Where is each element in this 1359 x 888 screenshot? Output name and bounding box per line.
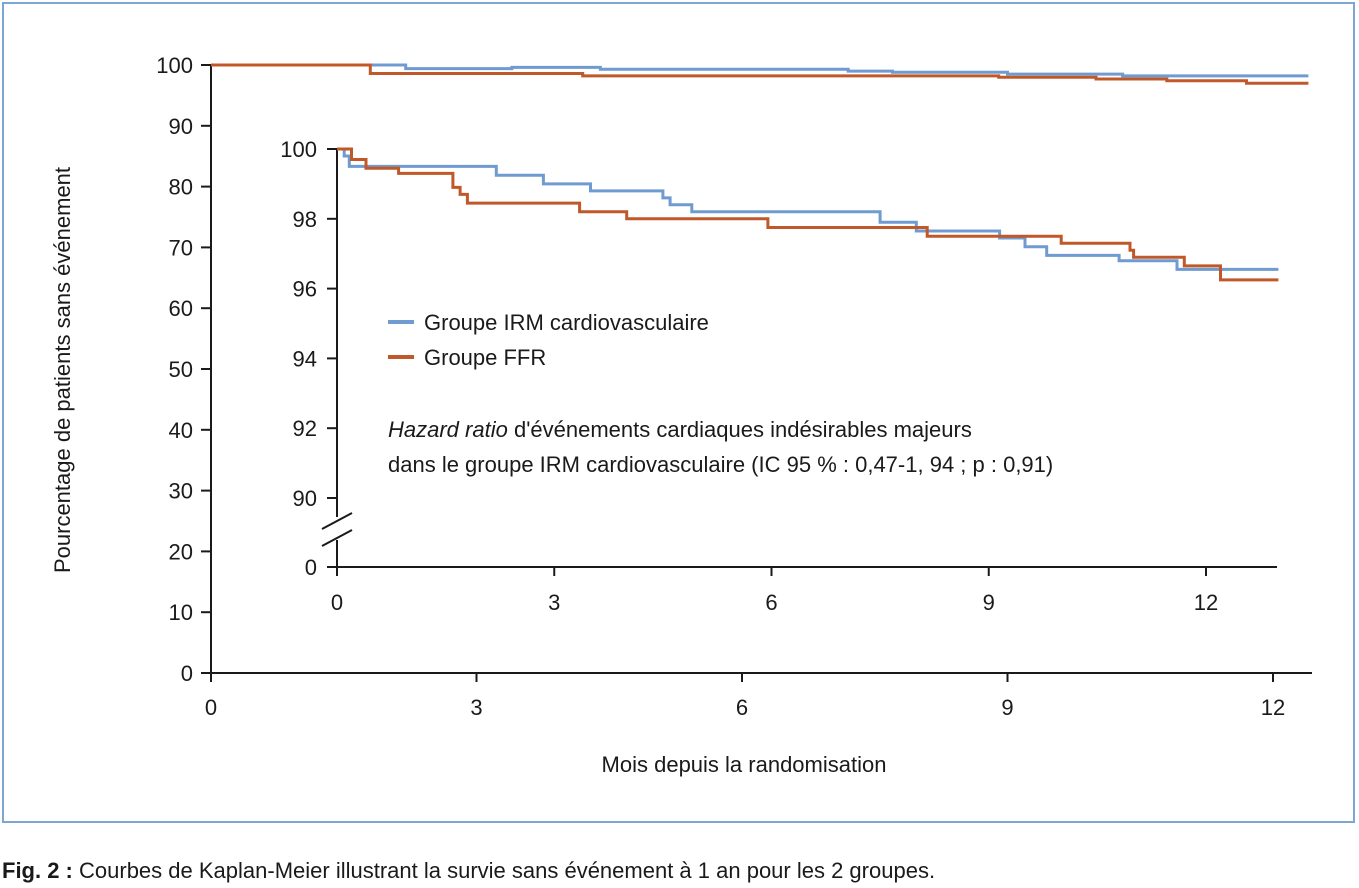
annotation-italic: Hazard ratio — [388, 417, 508, 442]
main-y-tick-label: 100 — [156, 53, 193, 78]
inset-y-tick-label: 96 — [293, 277, 317, 302]
inset-y-tick-label: 98 — [293, 207, 317, 232]
main-x-tick-label: 12 — [1261, 695, 1285, 720]
legend-label-ffr: Groupe FFR — [424, 345, 546, 370]
inset-x-tick-label: 12 — [1194, 590, 1218, 615]
main-x-tick-label: 9 — [1001, 695, 1013, 720]
caption-text: Courbes de Kaplan-Meier illustrant la su… — [79, 858, 936, 883]
inset-x-tick-label: 0 — [331, 590, 343, 615]
inset-y-tick-label: 94 — [293, 346, 317, 371]
main-series-irm — [211, 63, 1309, 78]
annotation-line-1: Hazard ratio d'événements cardiaques ind… — [388, 417, 972, 442]
main-y-tick-label: 60 — [169, 296, 193, 321]
figure-frame — [2, 2, 1355, 823]
annotation-line-2: dans le groupe IRM cardiovasculaire (IC … — [388, 452, 1053, 477]
main-y-tick-label: 50 — [169, 357, 193, 382]
inset-x-tick-label: 6 — [765, 590, 777, 615]
caption-label: Fig. 2 : — [2, 858, 73, 883]
main-y-tick-label: 10 — [169, 600, 193, 625]
legend-label-irm: Groupe IRM cardiovasculaire — [424, 310, 709, 335]
inset-x-tick-label: 9 — [983, 590, 995, 615]
inset-plot-area: 0 90 92 94 96 98 100 0 3 6 9 12 — [280, 137, 1279, 615]
inset-axis-break-mark — [321, 529, 353, 547]
y-axis-label: Pourcentage de patients sans événement — [50, 167, 75, 573]
main-y-tick-label: 0 — [181, 661, 193, 686]
main-y-tick-label: 20 — [169, 539, 193, 564]
inset-y-tick-label: 0 — [305, 555, 317, 580]
main-y-tick-label: 70 — [169, 235, 193, 260]
main-y-tick-label: 30 — [169, 479, 193, 504]
figure-caption: Fig. 2 : Courbes de Kaplan-Meier illustr… — [2, 858, 935, 884]
annotation-line-1-rest: d'événements cardiaques indésirables maj… — [508, 417, 972, 442]
main-y-tick-label: 90 — [169, 114, 193, 139]
inset-y-tick-label: 100 — [280, 137, 317, 162]
inset-x-tick-label: 3 — [548, 590, 560, 615]
x-axis-label: Mois depuis la randomisation — [602, 752, 887, 777]
inset-series-irm — [337, 147, 1279, 271]
inset-series-ffr — [337, 147, 1279, 282]
main-y-tick-label: 40 — [169, 418, 193, 443]
main-series-ffr — [211, 63, 1309, 85]
inset-y-tick-label: 90 — [293, 486, 317, 511]
main-x-tick-label: 0 — [205, 695, 217, 720]
main-y-tick-label: 80 — [169, 175, 193, 200]
inset-axis-break-mark — [321, 512, 353, 530]
main-x-tick-label: 3 — [470, 695, 482, 720]
legend: Groupe IRM cardiovasculaire Groupe FFR — [388, 310, 709, 370]
main-x-tick-label: 6 — [736, 695, 748, 720]
inset-y-tick-label: 92 — [293, 416, 317, 441]
